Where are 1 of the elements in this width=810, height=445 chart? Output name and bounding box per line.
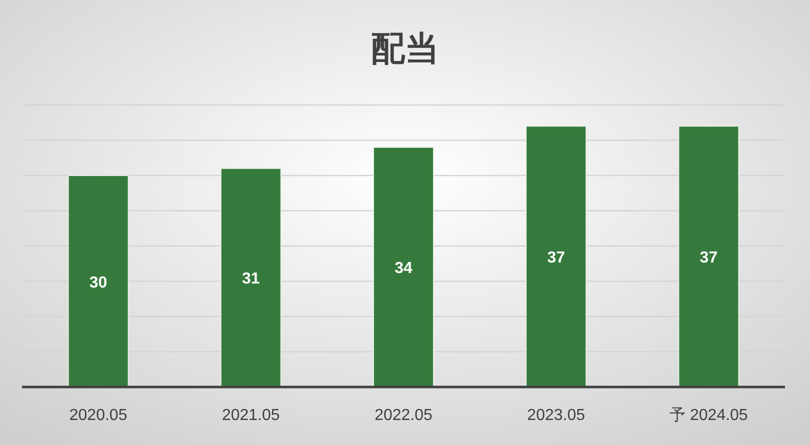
title: 配当 — [371, 30, 439, 68]
